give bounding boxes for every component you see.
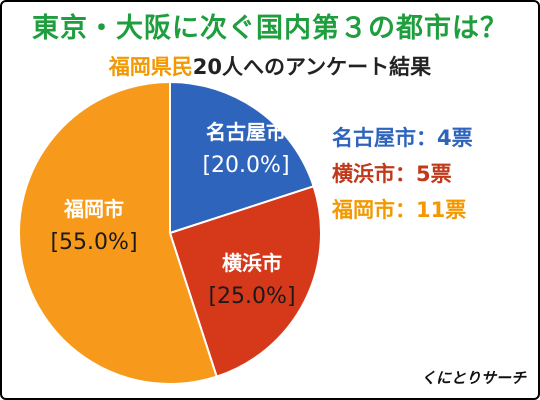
slice-percent-nagoya: [20.0%] <box>202 153 289 178</box>
legend-item-nagoya: 名古屋市：4票 <box>332 126 473 150</box>
subtitle-rest: 20人へのアンケート結果 <box>192 55 432 79</box>
legend-item-fukuoka: 福岡市：11票 <box>332 198 467 222</box>
slice-percent-fukuoka: [55.0%] <box>50 230 137 255</box>
vote-legend: 名古屋市：4票 横浜市：5票 福岡市：11票 <box>332 120 473 228</box>
pie-slice-yokohama <box>168 185 322 378</box>
legend-item-yokohama: 横浜市：5票 <box>332 162 452 186</box>
pie-slice-nagoya <box>169 80 315 235</box>
slice-label-nagoya: 名古屋市 <box>206 120 286 144</box>
pie-slice-fukuoka <box>18 80 218 385</box>
slice-label-yokohama: 横浜市 <box>222 251 282 275</box>
chart-title: 東京・大阪に次ぐ国内第３の都市は？ <box>32 13 508 44</box>
slice-label-fukuoka: 福岡市 <box>63 197 124 221</box>
slice-percent-yokohama: [25.0%] <box>208 284 295 309</box>
site-watermark: くにとりサーチ <box>420 369 526 387</box>
chart-subtitle: 福岡県民20人へのアンケート結果 <box>2 51 538 81</box>
subtitle-highlight: 福岡県民 <box>108 55 193 79</box>
